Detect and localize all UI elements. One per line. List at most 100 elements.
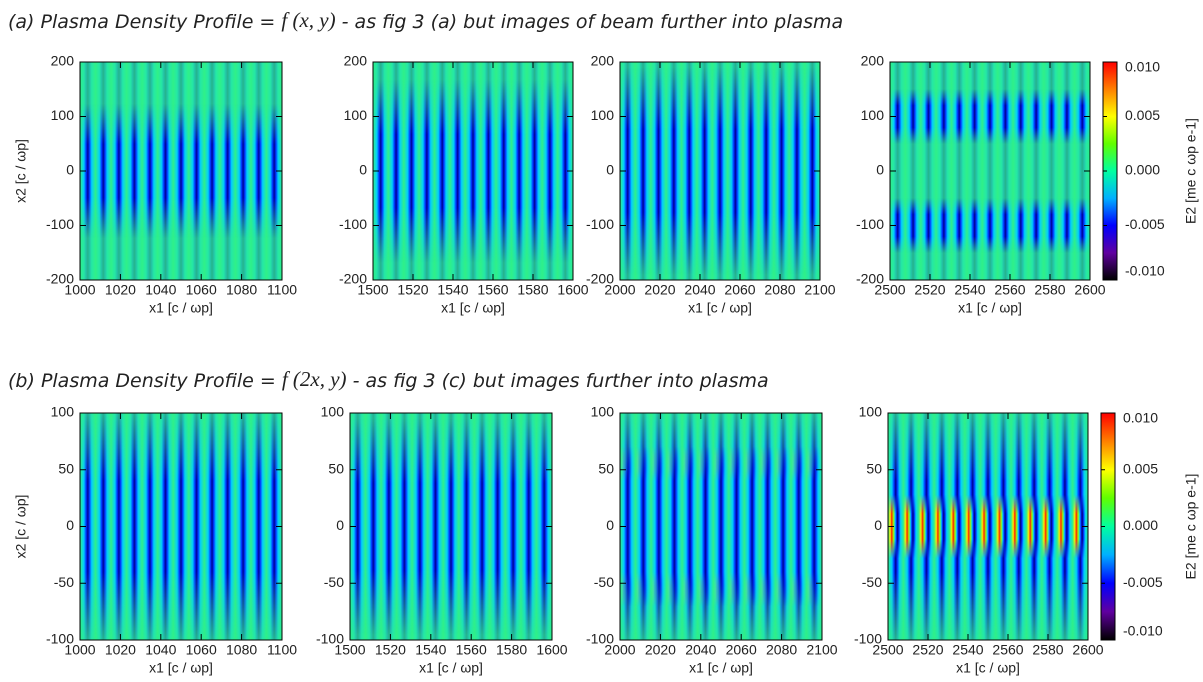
colorbar-tick-label: 0.010 (1125, 59, 1160, 75)
y-tick-label: 50 (866, 460, 882, 476)
x-tick-label: 1060 (186, 282, 217, 298)
y-tick-label: 100 (859, 404, 883, 420)
x-tick-label: 2600 (1074, 282, 1105, 298)
y-tick-label: -200 (46, 271, 74, 287)
x-tick-label: 2560 (994, 282, 1025, 298)
y-tick-label: -100 (339, 216, 367, 232)
x-tick-label: 2520 (912, 642, 943, 658)
y-tick-label: -100 (856, 216, 884, 232)
colorbar-tick-label: 0.005 (1123, 460, 1158, 476)
x-tick-label: 2500 (874, 282, 905, 298)
x-tick-label: 2000 (604, 282, 635, 298)
y-tick-label: 0 (606, 162, 614, 178)
y-tick-label: -100 (854, 631, 882, 647)
x-tick-label: 1100 (267, 282, 297, 298)
x-tick-label: 1500 (357, 282, 388, 298)
y-tick-label: 200 (861, 53, 885, 69)
x-tick-label: 1080 (226, 642, 257, 658)
y-tick-label: 0 (336, 517, 344, 533)
x-tick-label: 1020 (105, 282, 136, 298)
colorbar-label: E2 [me c ωp e-1] (1183, 474, 1199, 580)
x-tick-label: 2040 (684, 282, 715, 298)
y-tick-label: 100 (321, 404, 345, 420)
x-tick-label: 2540 (954, 282, 985, 298)
x-tick-label: 1600 (536, 642, 567, 658)
y-tick-label: -100 (586, 216, 614, 232)
y-tick-label: 0 (606, 517, 614, 533)
x-tick-label: 2040 (685, 642, 716, 658)
x-axis-label: x1 [c / ωp] (956, 660, 1020, 676)
x-tick-label: 2060 (724, 282, 755, 298)
x-axis-label: x1 [c / ωp] (689, 660, 753, 676)
x-tick-label: 2600 (1072, 642, 1103, 658)
wave-band (373, 79, 573, 263)
y-tick-label: 100 (344, 107, 368, 123)
x-tick-label: 1580 (517, 282, 548, 298)
x-tick-label: 2080 (766, 642, 797, 658)
x-tick-label: 2000 (604, 642, 635, 658)
x-tick-label: 2580 (1032, 642, 1063, 658)
y-tick-label: -100 (46, 216, 74, 232)
colorbar-tick-label: 0.005 (1125, 107, 1160, 123)
y-tick-label: -200 (339, 271, 367, 287)
x-tick-label: 2540 (952, 642, 983, 658)
x-tick-label: 1080 (226, 282, 257, 298)
colorbar-tick-label: -0.010 (1123, 623, 1163, 639)
x-tick-label: 1060 (186, 642, 217, 658)
wave-band (888, 494, 1088, 559)
y-tick-label: 100 (51, 107, 75, 123)
y-tick-label: 0 (359, 162, 367, 178)
colorbar-tick-label: -0.005 (1125, 216, 1165, 232)
wave-band (80, 413, 282, 640)
x-axis-label: x1 [c / ωp] (149, 300, 213, 316)
x-tick-label: 1540 (437, 282, 468, 298)
x-tick-label: 1580 (496, 642, 527, 658)
x-tick-label: 2580 (1034, 282, 1065, 298)
x-tick-label: 2020 (644, 282, 675, 298)
y-tick-label: -100 (586, 631, 614, 647)
x-axis-label: x1 [c / ωp] (688, 300, 752, 316)
x-tick-label: 1560 (456, 642, 487, 658)
y-tick-label: -50 (862, 574, 882, 590)
y-tick-label: 0 (874, 517, 882, 533)
x-axis-label: x1 [c / ωp] (149, 660, 213, 676)
y-tick-label: 100 (591, 107, 615, 123)
caption: (a) Plasma Density Profile = f (x, y) - … (8, 8, 843, 33)
y-tick-label: 200 (51, 53, 75, 69)
x-axis-label: x1 [c / ωp] (441, 300, 505, 316)
x-axis-label: x1 [c / ωp] (958, 300, 1022, 316)
y-tick-label: 200 (591, 53, 615, 69)
wave-band (80, 103, 282, 239)
y-tick-label: 0 (876, 162, 884, 178)
colorbar-label: E2 [me c ωp e-1] (1183, 118, 1199, 224)
x-tick-label: 1560 (477, 282, 508, 298)
wave-band (890, 89, 1090, 144)
x-tick-label: 1040 (145, 642, 176, 658)
x-tick-label: 1540 (415, 642, 446, 658)
colorbar-tick-label: 0.010 (1123, 410, 1158, 426)
wave-band (620, 67, 820, 275)
x-tick-label: 1000 (64, 642, 95, 658)
y-tick-label: 0 (66, 517, 74, 533)
y-tick-label: -200 (856, 271, 884, 287)
x-tick-label: 1600 (557, 282, 588, 298)
y-axis-label: x2 [c / ωp] (13, 139, 29, 203)
y-tick-label: 100 (51, 404, 75, 420)
y-tick-label: 50 (598, 460, 614, 476)
x-tick-label: 1520 (397, 282, 428, 298)
y-tick-label: 50 (328, 460, 344, 476)
y-tick-label: 200 (344, 53, 368, 69)
y-tick-label: 50 (58, 460, 74, 476)
y-tick-label: -100 (46, 631, 74, 647)
x-axis-label: x1 [c / ωp] (419, 660, 483, 676)
colorbar-tick-label: -0.005 (1123, 574, 1163, 590)
y-tick-label: 100 (591, 404, 615, 420)
x-tick-label: 1040 (145, 282, 176, 298)
wave-band (350, 418, 552, 635)
colorbar-tick-label: -0.010 (1125, 263, 1165, 279)
x-tick-label: 2060 (726, 642, 757, 658)
x-tick-label: 1000 (64, 282, 95, 298)
colorbar-tick-label: 0.000 (1123, 517, 1158, 533)
y-tick-label: -200 (586, 271, 614, 287)
